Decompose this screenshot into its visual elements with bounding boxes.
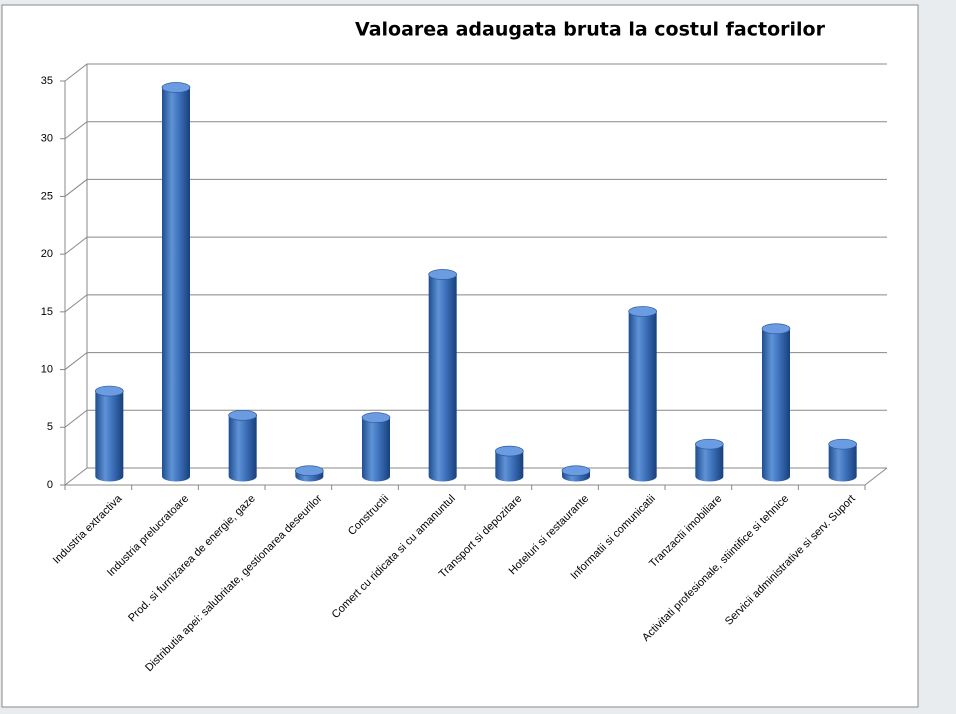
bar (695, 444, 724, 482)
grid-line (64, 352, 887, 370)
grid-line (64, 121, 887, 140)
bar-top (694, 438, 724, 450)
y-tick-label: 0 (47, 479, 53, 491)
grid-line (64, 178, 887, 197)
grid-line (64, 63, 887, 82)
bar (362, 417, 390, 482)
y-tick-label: 15 (41, 306, 53, 318)
y-tick-label: 25 (41, 190, 53, 202)
bar (428, 274, 457, 482)
y-tick-label: 5 (47, 421, 53, 433)
bar (762, 328, 790, 482)
bar-top (161, 82, 191, 93)
bar-top (628, 306, 658, 317)
bar (162, 87, 191, 482)
y-tick-label: 10 (41, 363, 53, 375)
bar-top (361, 412, 391, 423)
bar (228, 415, 257, 482)
bar-top (561, 465, 591, 477)
bar (95, 391, 124, 482)
grid-line (64, 409, 887, 428)
y-tick-label: 35 (41, 75, 53, 87)
chart-title: Valoarea adaugata bruta la costul factor… (355, 19, 826, 41)
bar-top (494, 445, 524, 457)
bar-top (228, 409, 258, 421)
bar (628, 311, 657, 482)
bar-top (94, 385, 124, 397)
grid-line (64, 236, 887, 255)
bar-top (828, 438, 858, 450)
grid-line (64, 467, 887, 486)
y-tick-label: 30 (41, 133, 53, 145)
bar-top (294, 465, 324, 477)
y-tick-label: 20 (41, 248, 53, 260)
grid-line (64, 294, 887, 313)
bar (495, 451, 524, 482)
bar (828, 444, 857, 482)
bar-top (428, 269, 458, 280)
bar-top (761, 323, 791, 335)
